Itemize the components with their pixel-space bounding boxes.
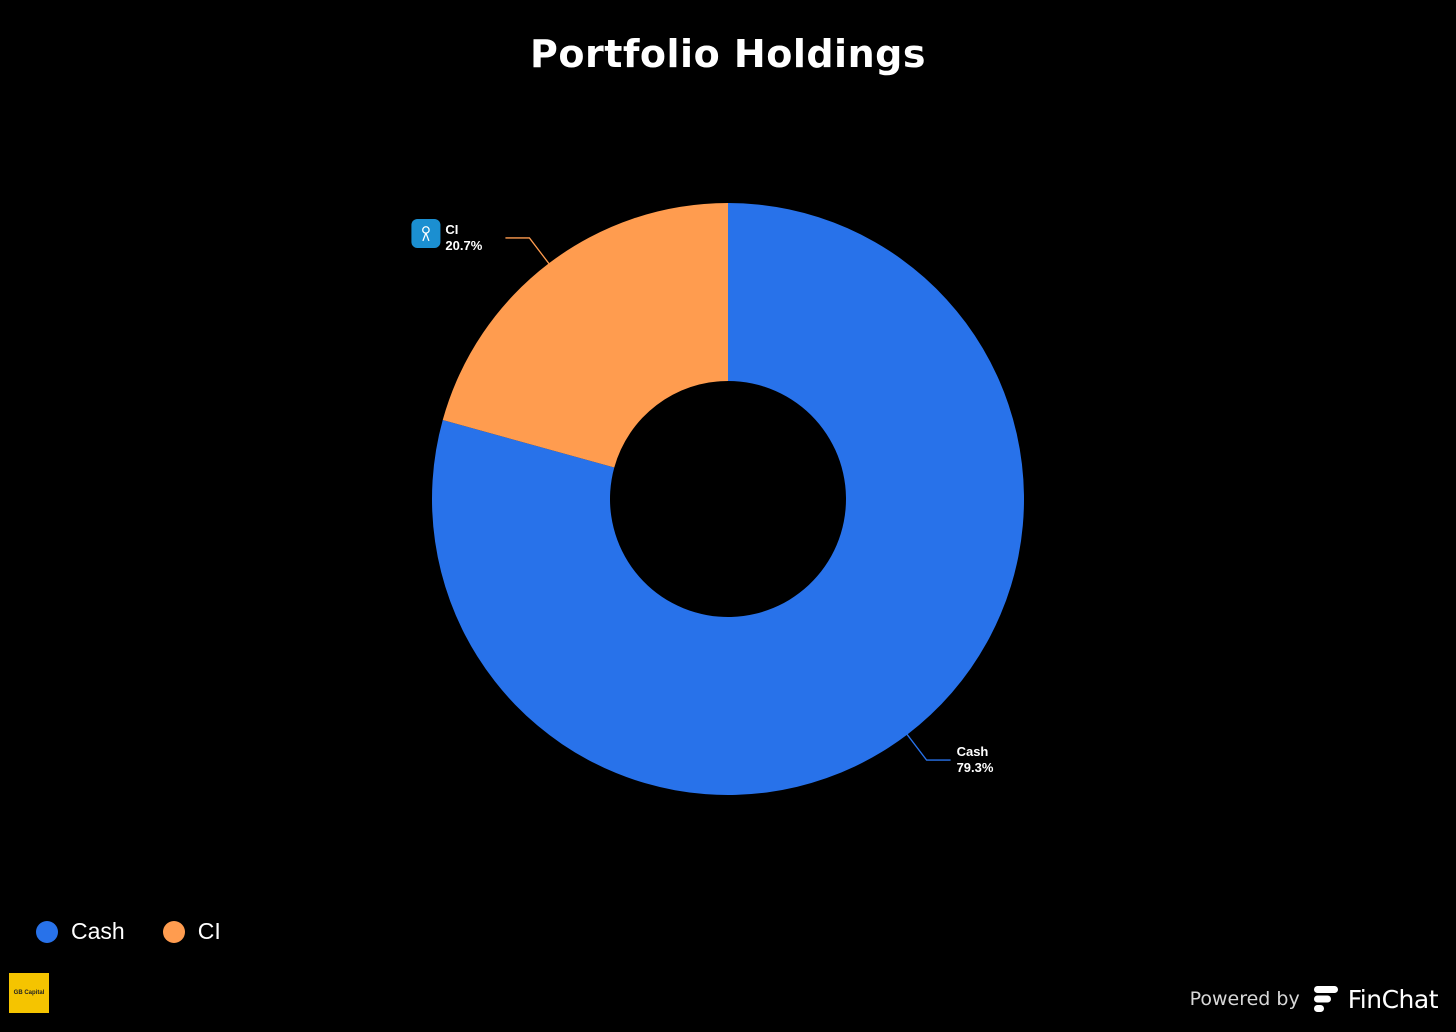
ticker-logo-icon xyxy=(411,218,441,248)
slice-label-cash: Cash xyxy=(957,744,989,759)
slice-ci[interactable] xyxy=(442,203,728,468)
leader-line-cash xyxy=(903,729,951,761)
leader-line-ci xyxy=(505,237,553,269)
powered-by-text: Powered by xyxy=(1189,988,1300,1010)
slice-value-cash: 79.3% xyxy=(957,760,994,775)
chart-title: Portfolio Holdings xyxy=(530,32,926,76)
legend-item-ci[interactable]: CI xyxy=(162,918,221,945)
legend-swatch-cash xyxy=(36,920,58,943)
legend-label-cash: Cash xyxy=(71,918,125,944)
legend-swatch-ci xyxy=(162,920,185,943)
chart-legend: Cash CI xyxy=(36,918,259,945)
finchat-logo-icon xyxy=(1313,986,1338,1012)
gb-capital-logo-text: GB Capital xyxy=(13,990,45,996)
slice-label-ci: CI xyxy=(445,222,458,237)
slice-value-ci: 20.7% xyxy=(445,238,482,253)
legend-label-ci: CI xyxy=(197,918,221,944)
slice-cash[interactable] xyxy=(431,203,1024,796)
powered-by-finchat: Powered by FinChat xyxy=(1189,984,1439,1014)
finchat-brand-text: FinChat xyxy=(1347,984,1439,1014)
legend-item-cash[interactable]: Cash xyxy=(36,918,125,945)
gb-capital-logo: GB Capital xyxy=(9,973,49,1013)
